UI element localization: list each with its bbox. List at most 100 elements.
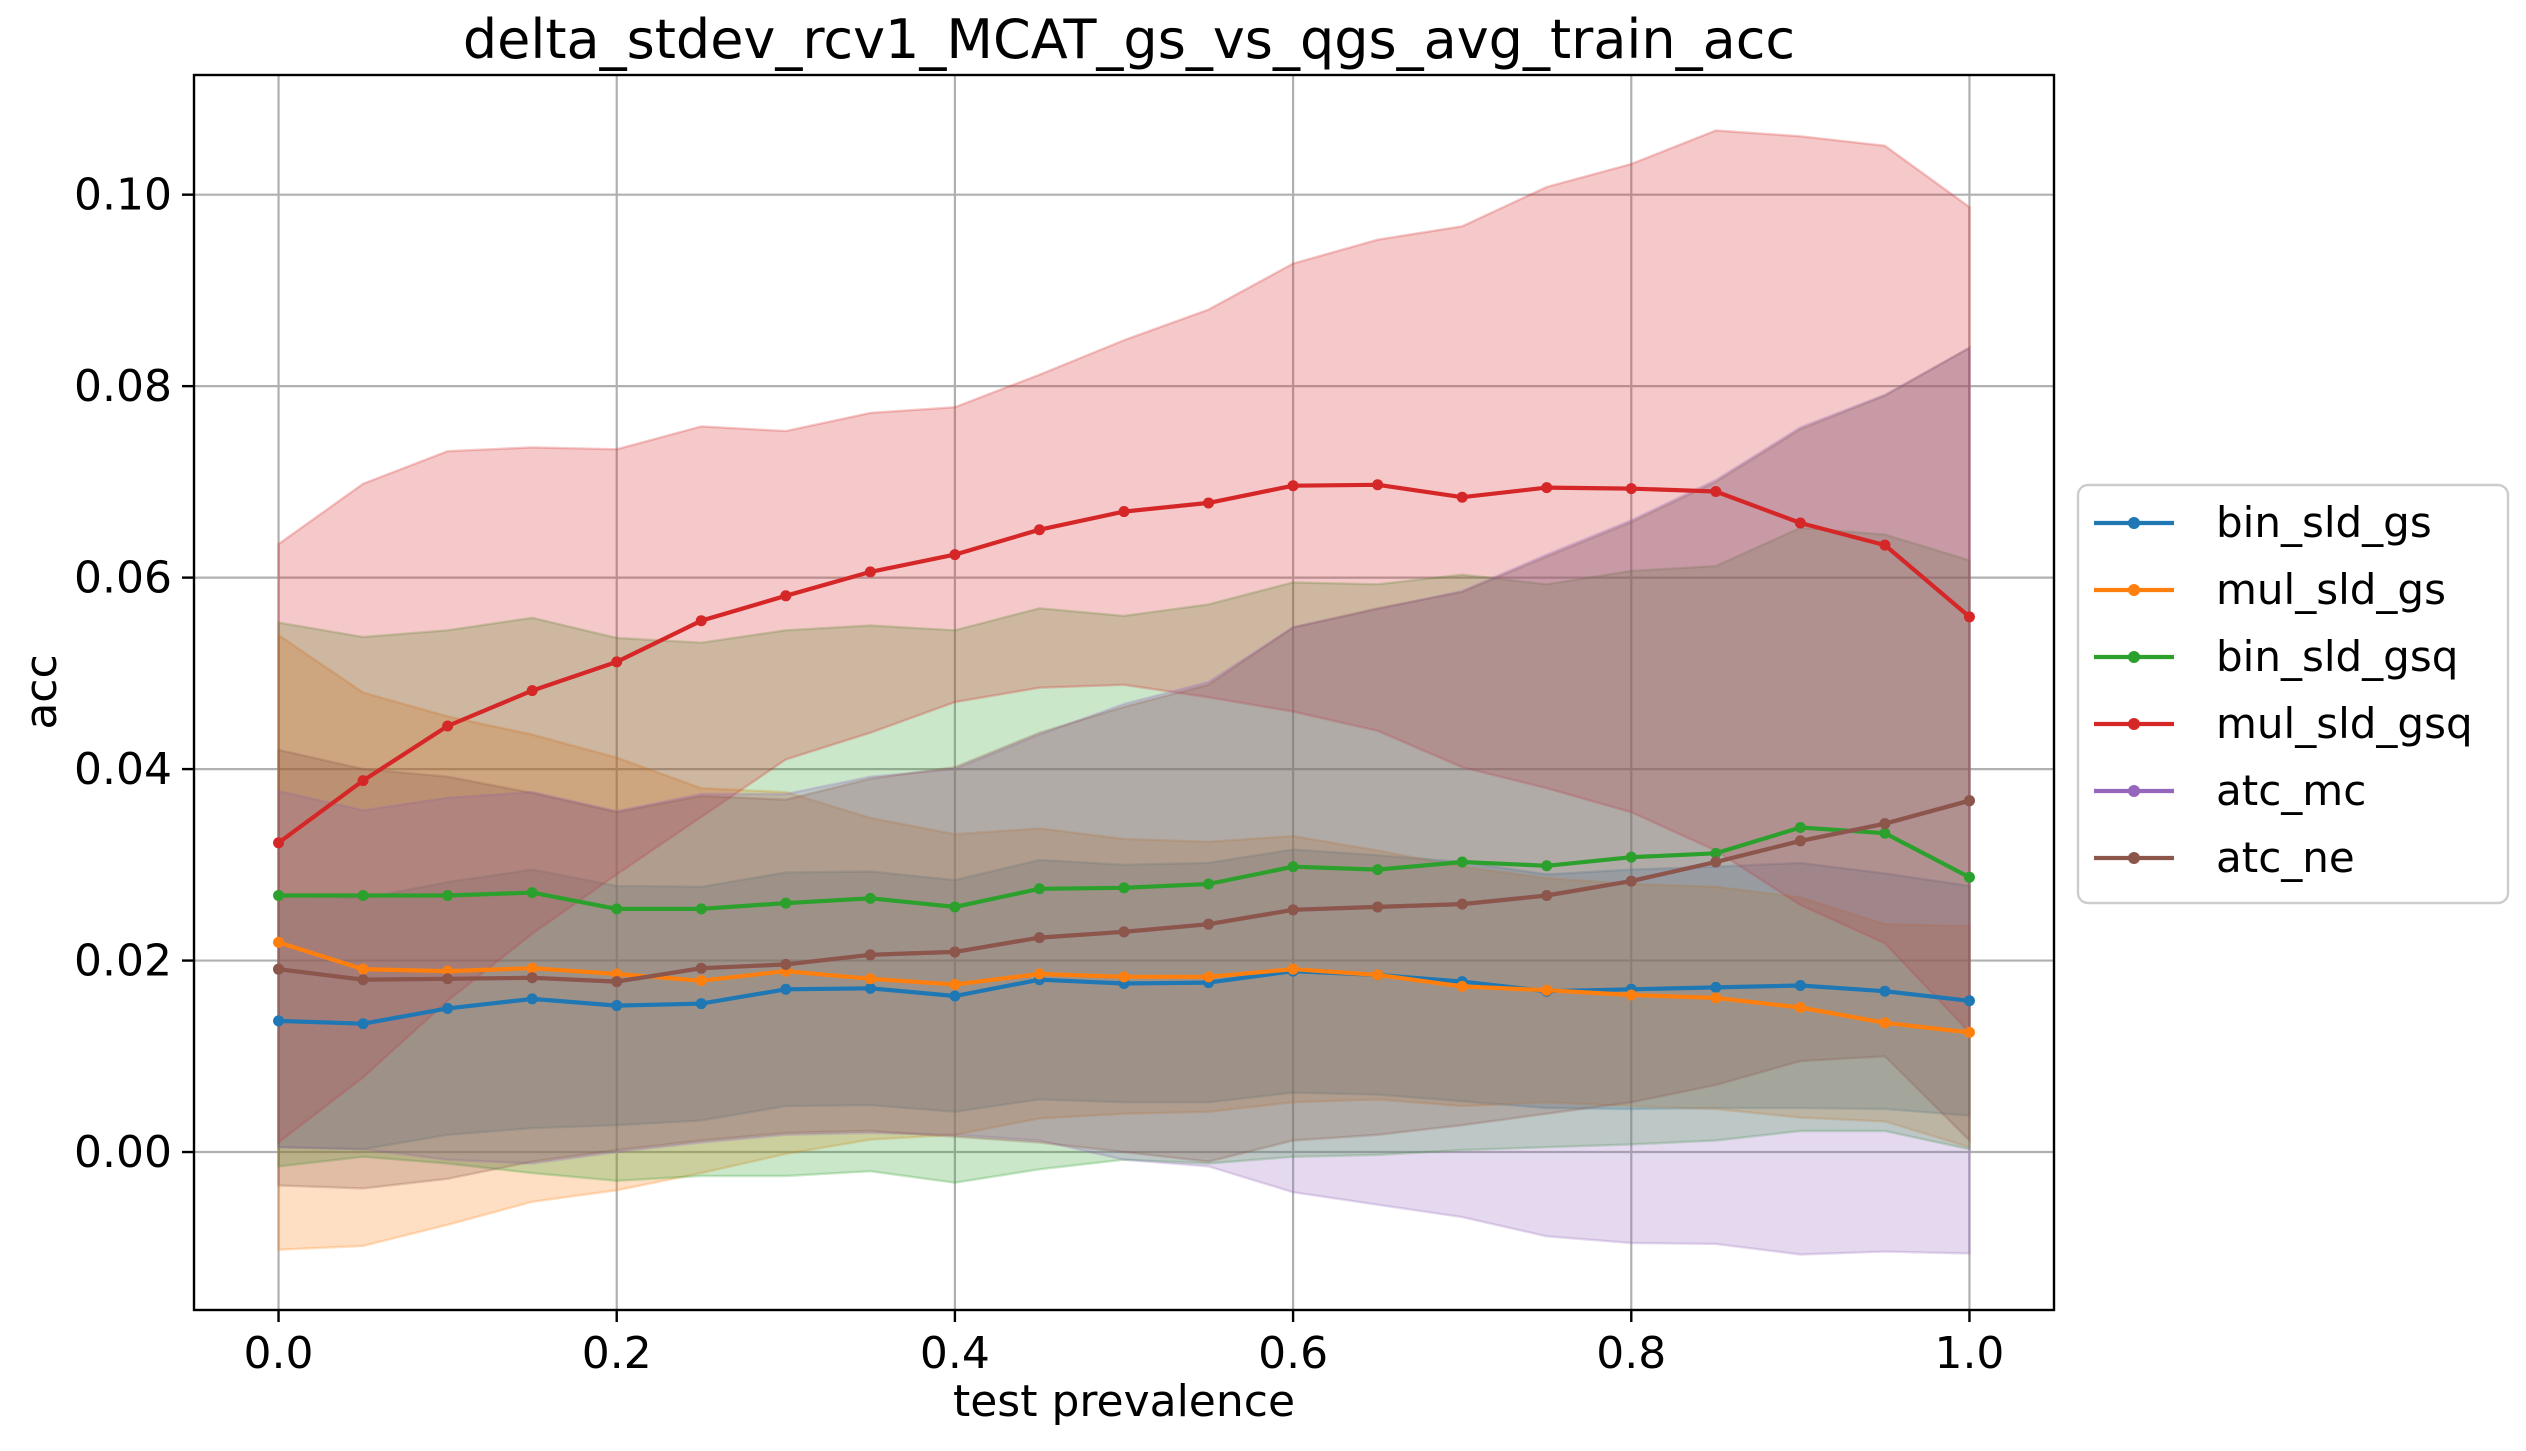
point-mul_sld_gsq [442, 720, 454, 732]
y-tick-label: 0.04 [74, 744, 172, 795]
point-mul_sld_gs [1118, 971, 1130, 983]
point-mul_sld_gsq [1963, 611, 1975, 623]
point-atc_ne [780, 958, 792, 970]
point-atc_ne [1118, 926, 1130, 938]
legend-items: bin_sld_gs mul_sld_gs bin_sld_gsq mul_sld_g… [2094, 498, 2473, 882]
point-mul_sld_gs [1625, 989, 1637, 1001]
tick-layer: 0.0 0.2 0.4 0.6 0.8 1.0 0.00 0.02 0.04 0.06 0.08 0.… [74, 170, 2004, 1379]
point-mul_sld_gsq [273, 837, 285, 849]
point-mul_sld_gs [1287, 963, 1299, 975]
point-bin_sld_gs [442, 1002, 454, 1014]
point-atc_ne [864, 949, 876, 961]
point-atc_ne [695, 962, 707, 974]
legend-label-mul_sld_gsq: mul_sld_gsq [2216, 699, 2473, 748]
point-mul_sld_gsq [949, 549, 961, 561]
point-mul_sld_gsq [357, 775, 369, 787]
point-atc_ne [1033, 932, 1045, 944]
point-atc_ne [1287, 904, 1299, 916]
point-bin_sld_gsq [695, 903, 707, 915]
point-atc_ne [357, 974, 369, 986]
point-bin_sld_gsq [864, 892, 876, 904]
point-mul_sld_gsq [1710, 485, 1722, 497]
point-bin_sld_gsq [1372, 864, 1384, 876]
point-bin_sld_gsq [1541, 860, 1553, 872]
plot-frame [192, 73, 2056, 1312]
legend-label-mul_sld_gs: mul_sld_gs [2216, 565, 2446, 614]
point-mul_sld_gsq [1033, 524, 1045, 536]
point-bin_sld_gsq [1203, 878, 1215, 890]
point-bin_sld_gs [780, 983, 792, 995]
x-tick-label: 0.8 [1596, 1328, 1666, 1379]
legend-label-bin_sld_gs: bin_sld_gs [2216, 498, 2432, 547]
point-bin_sld_gs [273, 1015, 285, 1027]
point-atc_ne [1879, 818, 1891, 830]
point-atc_ne [1203, 918, 1215, 930]
point-mul_sld_gs [1541, 984, 1553, 996]
point-mul_sld_gs [1372, 969, 1384, 981]
point-mul_sld_gs [1456, 980, 1468, 992]
point-atc_ne [1710, 856, 1722, 868]
legend: bin_sld_gs mul_sld_gs bin_sld_gsq mul_sld_g… [2076, 483, 2510, 905]
chart-title: delta_stdev_rcv1_MCAT_gs_vs_qgs_avg_trai… [463, 8, 1795, 71]
point-mul_sld_gs [1794, 1001, 1806, 1013]
point-bin_sld_gsq [1033, 883, 1045, 895]
point-mul_sld_gsq [1118, 506, 1130, 518]
point-bin_sld_gs [949, 990, 961, 1002]
x-tick-label: 0.0 [244, 1328, 314, 1379]
point-mul_sld_gsq [526, 685, 538, 697]
point-bin_sld_gs [1794, 979, 1806, 991]
point-mul_sld_gsq [1625, 483, 1637, 495]
point-bin_sld_gsq [1625, 851, 1637, 863]
point-mul_sld_gs [1033, 968, 1045, 980]
point-bin_sld_gs [864, 982, 876, 994]
point-bin_sld_gs [357, 1018, 369, 1030]
y-tick-label: 0.00 [74, 1127, 172, 1178]
point-bin_sld_gsq [1287, 861, 1299, 873]
x-tick-label: 0.6 [1258, 1328, 1328, 1379]
point-atc_ne [1963, 795, 1975, 807]
point-mul_sld_gsq [611, 656, 623, 668]
legend-box [2076, 483, 2510, 905]
point-bin_sld_gs [1963, 995, 1975, 1007]
y-axis-label: acc [16, 654, 67, 729]
legend-marker-bin_sld_gs [2128, 517, 2140, 529]
point-atc_ne [1541, 889, 1553, 901]
legend-label-bin_sld_gsq: bin_sld_gsq [2216, 632, 2458, 681]
point-mul_sld_gs [526, 962, 538, 974]
legend-marker-atc_mc [2128, 785, 2140, 797]
band-bin_sld_gs [277, 848, 1971, 1151]
point-atc_ne [949, 946, 961, 958]
point-mul_sld_gs [1879, 1017, 1891, 1029]
point-mul_sld_gs [695, 975, 707, 987]
point-atc_ne [526, 972, 538, 984]
point-mul_sld_gsq [1541, 482, 1553, 494]
point-atc_ne [1625, 875, 1637, 887]
point-mul_sld_gs [611, 968, 623, 980]
point-bin_sld_gsq [1794, 821, 1806, 833]
line-layer [273, 479, 1975, 1038]
point-bin_sld_gsq [442, 889, 454, 901]
point-bin_sld_gsq [1118, 882, 1130, 894]
x-tick-label: 1.0 [1934, 1328, 2004, 1379]
point-bin_sld_gsq [526, 887, 538, 899]
grid-layer [194, 75, 2054, 1310]
point-bin_sld_gs [1710, 981, 1722, 993]
band-bin_sld_gsq [277, 526, 1971, 1184]
legend-label-atc_mc: atc_mc [2216, 766, 2366, 815]
point-mul_sld_gsq [1372, 479, 1384, 491]
point-mul_sld_gs [864, 973, 876, 985]
point-mul_sld_gs [1710, 992, 1722, 1004]
point-mul_sld_gs [442, 965, 454, 977]
point-mul_sld_gsq [1203, 497, 1215, 509]
point-mul_sld_gs [1203, 971, 1215, 983]
point-mul_sld_gs [1963, 1026, 1975, 1038]
y-tick-label: 0.06 [74, 553, 172, 604]
legend-marker-bin_sld_gsq [2128, 651, 2140, 663]
point-bin_sld_gs [695, 998, 707, 1010]
point-atc_ne [1456, 898, 1468, 910]
point-mul_sld_gsq [695, 615, 707, 627]
point-mul_sld_gsq [780, 590, 792, 602]
point-bin_sld_gsq [780, 897, 792, 909]
legend-marker-mul_sld_gs [2128, 584, 2140, 596]
